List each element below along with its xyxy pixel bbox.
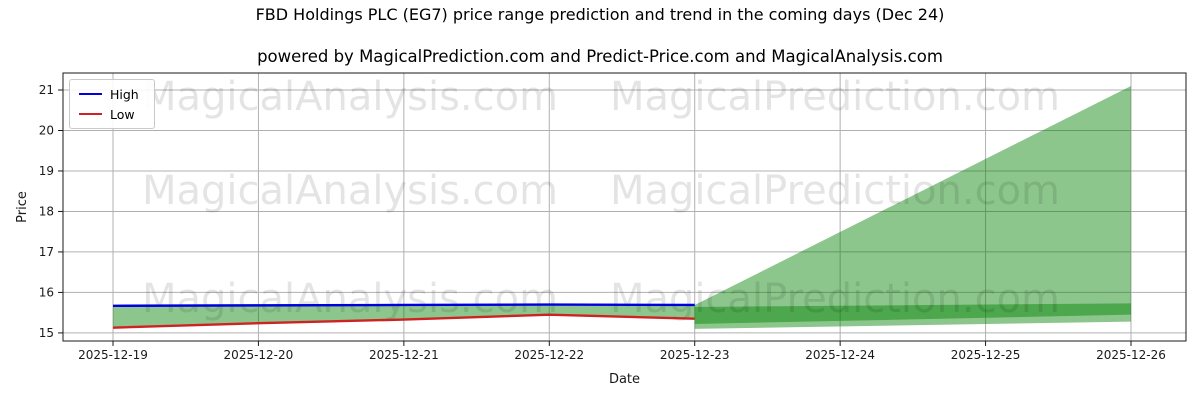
x-tick-label: 2025-12-22 — [514, 348, 584, 362]
y-tick-label: 20 — [39, 124, 54, 138]
y-tick-label: 21 — [39, 83, 54, 97]
legend: High Low — [69, 79, 155, 129]
chart-title: FBD Holdings PLC (EG7) price range predi… — [255, 5, 945, 24]
y-tick-label: 16 — [39, 286, 54, 300]
y-axis-label: Price — [15, 191, 30, 223]
legend-item-high: High — [79, 86, 145, 102]
y-tick-label: 17 — [39, 245, 54, 259]
watermark-text: MagicalAnalysis.com — [142, 168, 558, 214]
legend-label-low: Low — [110, 106, 135, 122]
forecast-price-range-area — [694, 303, 1131, 329]
x-tick-label: 2025-12-23 — [660, 348, 730, 362]
y-tick-label: 18 — [39, 205, 54, 219]
y-tick-label: 15 — [39, 326, 54, 340]
watermark-text: MagicalPrediction.com — [610, 276, 1060, 322]
high-line — [112, 303, 695, 307]
x-tick-label: 2025-12-21 — [369, 348, 439, 362]
high-line-swatch — [79, 92, 102, 96]
watermark-text: MagicalAnalysis.com — [142, 74, 558, 120]
legend-item-low: Low — [79, 106, 145, 122]
x-tick-label: 2025-12-25 — [951, 348, 1021, 362]
watermark-text: MagicalAnalysis.com — [142, 276, 558, 322]
x-tick-label: 2025-12-19 — [78, 348, 148, 362]
x-axis-label: Date — [609, 372, 640, 387]
forecast-trend-range-area — [694, 85, 1131, 324]
historical-range-area — [113, 304, 695, 328]
low-line — [112, 313, 695, 329]
y-tick-label: 19 — [39, 164, 54, 178]
legend-label-high: High — [110, 86, 139, 102]
chart-subtitle: powered by MagicalPrediction.com and Pre… — [257, 47, 943, 66]
watermark-text: MagicalPrediction.com — [610, 74, 1060, 120]
x-tick-label: 2025-12-24 — [805, 348, 875, 362]
x-tick-label: 2025-12-26 — [1096, 348, 1166, 362]
x-tick-label: 2025-12-20 — [224, 348, 294, 362]
watermark-text: MagicalPrediction.com — [610, 168, 1060, 214]
plot-border — [62, 72, 1187, 342]
low-line-swatch — [79, 112, 102, 116]
